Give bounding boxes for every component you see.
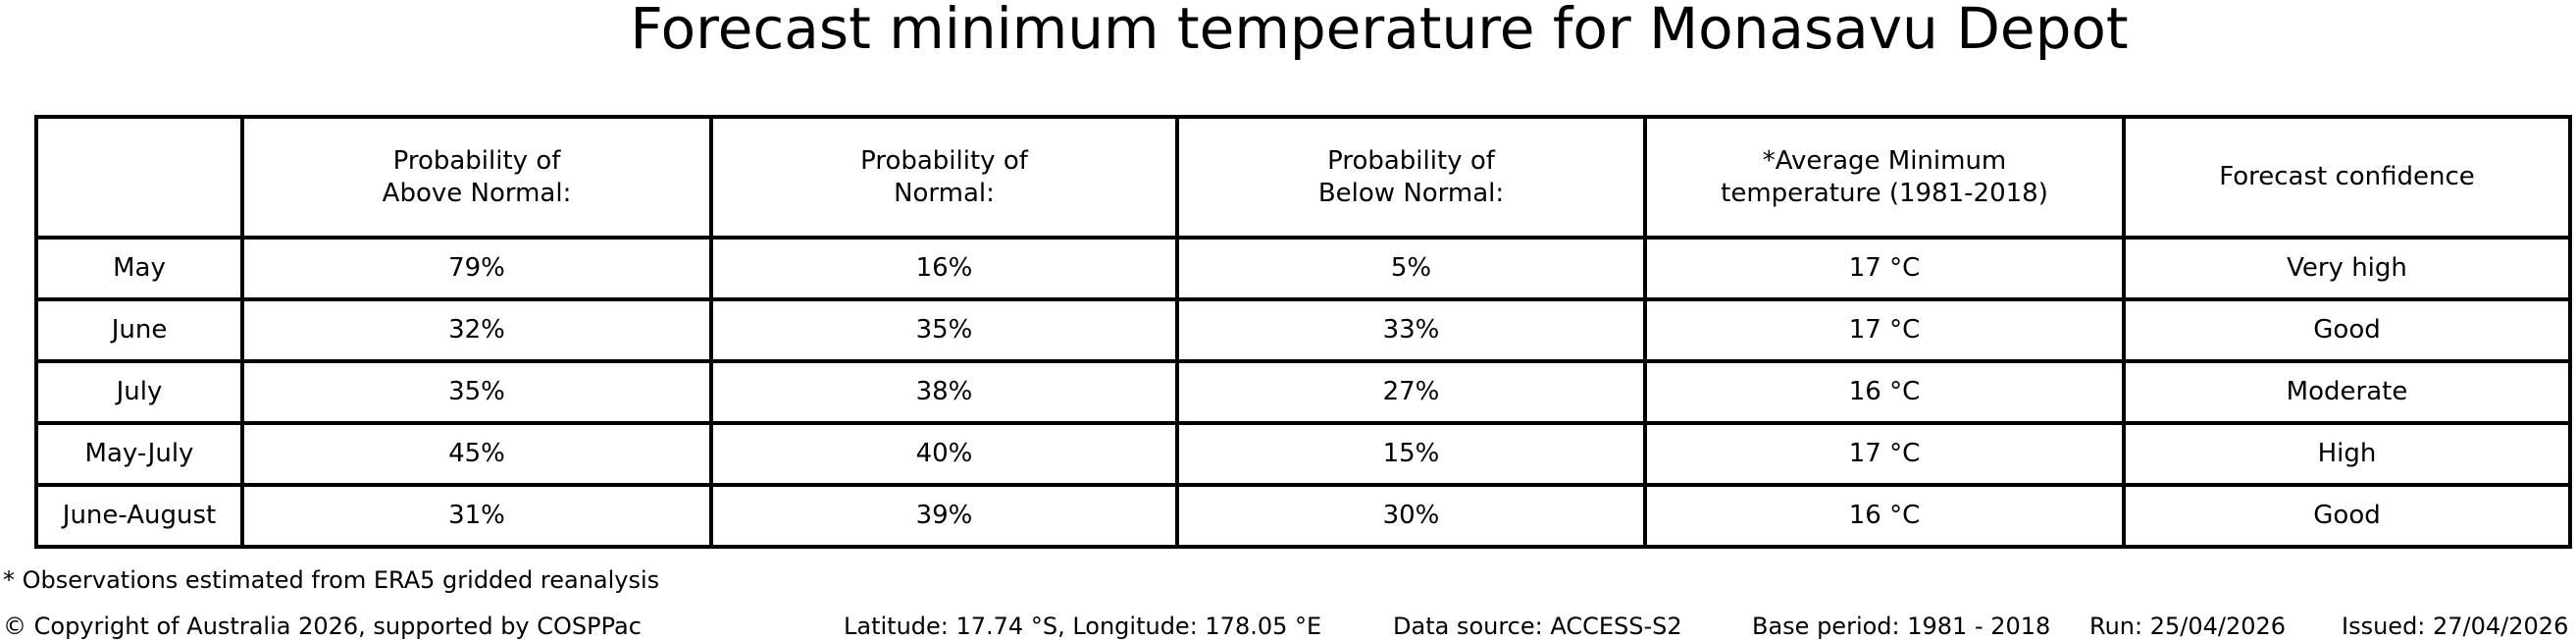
cell-avg-min-temp: 17 °C [1643, 297, 2126, 363]
cell-above-normal: 31% [240, 483, 713, 549]
col-header-line: temperature (1981-2018) [1721, 178, 2048, 208]
footer-data-source: Data source: ACCESS-S2 [1393, 613, 1682, 640]
cell-below-normal: 15% [1175, 421, 1647, 487]
row-label: June-August [34, 483, 244, 549]
col-header-forecast-confidence: Forecast confidence [2122, 115, 2572, 240]
cell-confidence: Good [2122, 297, 2572, 363]
table-header-row: Probability of Above Normal: Probability… [34, 115, 2572, 240]
cell-above-normal: 45% [240, 421, 713, 487]
row-label: June [34, 297, 244, 363]
col-header-line: Above Normal: [382, 178, 572, 208]
cell-below-normal: 27% [1175, 359, 1647, 425]
cell-normal: 35% [709, 297, 1179, 363]
col-header-line: Normal: [894, 178, 995, 208]
cell-confidence: Moderate [2122, 359, 2572, 425]
col-header-above-normal: Probability of Above Normal: [240, 115, 713, 240]
cell-normal: 38% [709, 359, 1179, 425]
cell-avg-min-temp: 16 °C [1643, 359, 2126, 425]
cell-normal: 16% [709, 236, 1179, 301]
page-title: Forecast minimum temperature for Monasav… [630, 0, 2129, 62]
cell-above-normal: 79% [240, 236, 713, 301]
cell-above-normal: 32% [240, 297, 713, 363]
row-label: May-July [34, 421, 244, 487]
footer-base-period: Base period: 1981 - 2018 [1752, 613, 2051, 640]
col-header-line: Probability of [860, 145, 1028, 176]
footer-copyright: © Copyright of Australia 2026, supported… [3, 613, 642, 640]
cell-below-normal: 30% [1175, 483, 1647, 549]
footer-issued-date: Issued: 27/04/2026 [2342, 613, 2569, 640]
table-row: May 79% 16% 5% 17 °C Very high [34, 236, 2572, 301]
col-header-line: Probability of [392, 145, 561, 176]
corner-cell [34, 115, 244, 240]
table-row: July 35% 38% 27% 16 °C Moderate [34, 359, 2572, 425]
table-row: June-August 31% 39% 30% 16 °C Good [34, 483, 2572, 549]
cell-avg-min-temp: 17 °C [1643, 236, 2126, 301]
row-label: May [34, 236, 244, 301]
forecast-table: Probability of Above Normal: Probability… [34, 115, 2572, 549]
row-label: July [34, 359, 244, 425]
col-header-line: Forecast confidence [2219, 162, 2475, 191]
table-row: May-July 45% 40% 15% 17 °C High [34, 421, 2572, 487]
col-header-line: Below Normal: [1317, 178, 1505, 208]
table-row: June 32% 35% 33% 17 °C Good [34, 297, 2572, 363]
cell-confidence: High [2122, 421, 2572, 487]
footer-line: © Copyright of Australia 2026, supported… [0, 613, 2576, 640]
cell-normal: 39% [709, 483, 1179, 549]
cell-below-normal: 33% [1175, 297, 1647, 363]
cell-confidence: Very high [2122, 236, 2572, 301]
cell-avg-min-temp: 17 °C [1643, 421, 2126, 487]
cell-confidence: Good [2122, 483, 2572, 549]
col-header-line: Probability of [1327, 145, 1495, 176]
footnote: * Observations estimated from ERA5 gridd… [3, 566, 660, 594]
col-header-line: *Average Minimum [1762, 145, 2007, 176]
cell-above-normal: 35% [240, 359, 713, 425]
col-header-normal: Probability of Normal: [709, 115, 1179, 240]
footer-run-date: Run: 25/04/2026 [2089, 613, 2287, 640]
cell-avg-min-temp: 16 °C [1643, 483, 2126, 549]
footer-location: Latitude: 17.74 °S, Longitude: 178.05 °E [844, 613, 1322, 640]
cell-below-normal: 5% [1175, 236, 1647, 301]
cell-normal: 40% [709, 421, 1179, 487]
col-header-avg-min-temp: *Average Minimum temperature (1981-2018) [1643, 115, 2126, 240]
col-header-below-normal: Probability of Below Normal: [1175, 115, 1647, 240]
